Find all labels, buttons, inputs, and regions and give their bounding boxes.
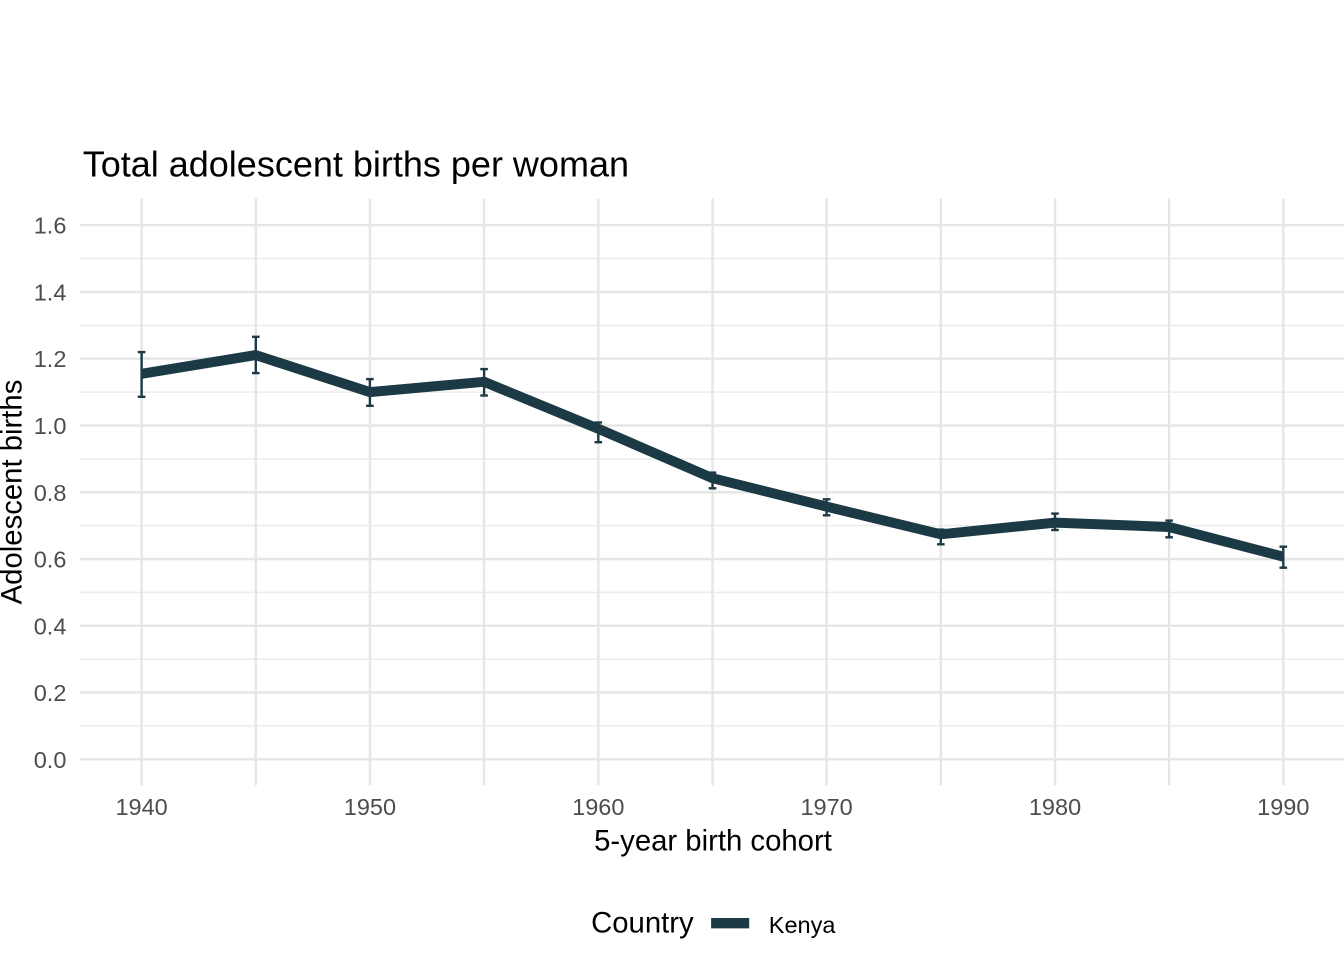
svg-text:1.6: 1.6 (34, 213, 67, 239)
svg-text:Total adolescent births per wo: Total adolescent births per woman (83, 144, 629, 185)
svg-text:0.8: 0.8 (34, 480, 67, 506)
svg-text:1.4: 1.4 (34, 280, 67, 306)
svg-text:0.4: 0.4 (34, 613, 67, 639)
svg-text:0.6: 0.6 (34, 547, 67, 573)
svg-text:1990: 1990 (1257, 794, 1309, 820)
svg-text:1960: 1960 (572, 794, 624, 820)
svg-text:1950: 1950 (344, 794, 396, 820)
svg-text:Kenya: Kenya (769, 912, 837, 938)
svg-text:1.0: 1.0 (34, 413, 67, 439)
svg-text:5-year birth cohort: 5-year birth cohort (594, 825, 832, 858)
svg-text:1970: 1970 (800, 794, 852, 820)
svg-text:0.2: 0.2 (34, 680, 67, 706)
svg-text:1.2: 1.2 (34, 346, 67, 372)
svg-text:1980: 1980 (1029, 794, 1081, 820)
svg-text:1940: 1940 (115, 794, 167, 820)
svg-text:Adolescent births: Adolescent births (0, 380, 29, 605)
svg-text:Country: Country (591, 907, 694, 940)
svg-text:0.0: 0.0 (34, 747, 67, 773)
